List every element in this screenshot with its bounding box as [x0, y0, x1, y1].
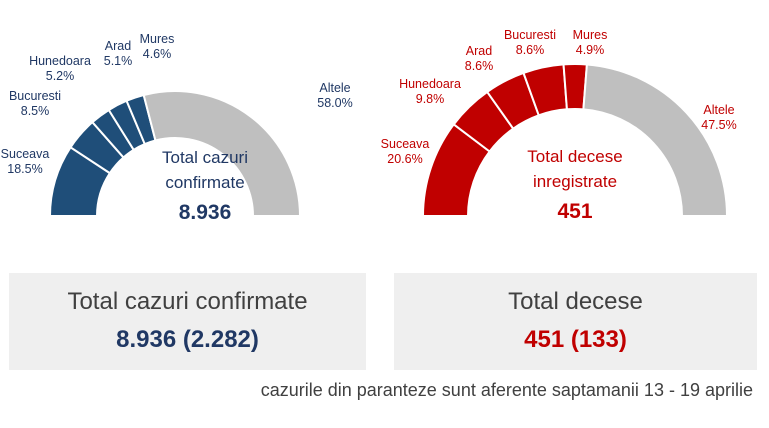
cases-center-value: 8.936: [179, 201, 232, 224]
cases-label-altele: Altele 58.0%: [317, 81, 352, 110]
cases-label-mures: Mures 4.6%: [140, 32, 175, 61]
cases-center-title-line: Total cazuri: [162, 148, 248, 167]
total-deaths-box: Total decese 451 (133): [394, 273, 757, 370]
deaths-label-suceava: Suceava 20.6%: [381, 137, 430, 166]
deaths-center-title-line: Total decese: [527, 147, 622, 166]
deaths-label-bucuresti: Bucuresti 8.6%: [504, 28, 556, 57]
deaths-center-title-line: inregistrate: [533, 172, 617, 191]
total-cases-title: Total cazuri confirmate: [67, 287, 308, 315]
deaths-label-hunedoara: Hunedoara 9.8%: [399, 77, 461, 106]
cases-slice-altele: [142, 90, 302, 217]
total-deaths-title: Total decese: [508, 287, 643, 315]
deaths-label-mures: Mures 4.9%: [573, 28, 608, 57]
total-deaths-value: 451 (133): [524, 325, 627, 353]
cases-center-title-line: confirmate: [165, 173, 244, 192]
cases-label-hunedoara: Hunedoara 5.2%: [29, 54, 91, 83]
deaths-half-donut-chart: Suceava 20.6% Hunedoara 9.8%Arad 8.6% Bucures…: [381, 28, 737, 223]
cases-label-bucuresti: Bucuresti 8.5%: [9, 89, 61, 118]
cases-label-arad: Arad 5.1%: [104, 39, 133, 68]
total-cases-box: Total cazuri confirmate 8.936 (2.282): [9, 273, 366, 370]
deaths-center-value: 451: [557, 200, 592, 223]
deaths-label-arad: Arad 8.6%: [465, 44, 494, 73]
deaths-slice-altele: [582, 63, 729, 217]
cases-label-suceava: Suceava 18.5%: [1, 147, 50, 176]
cases-half-donut-chart: Suceava 18.5% Bucuresti 8.5% Hunedoara 5.2% Ar…: [1, 32, 353, 224]
total-cases-value: 8.936 (2.282): [116, 325, 259, 353]
deaths-label-altele: Altele 47.5%: [701, 103, 736, 132]
footnote: cazurile din paranteze sunt aferente sap…: [260, 380, 753, 400]
